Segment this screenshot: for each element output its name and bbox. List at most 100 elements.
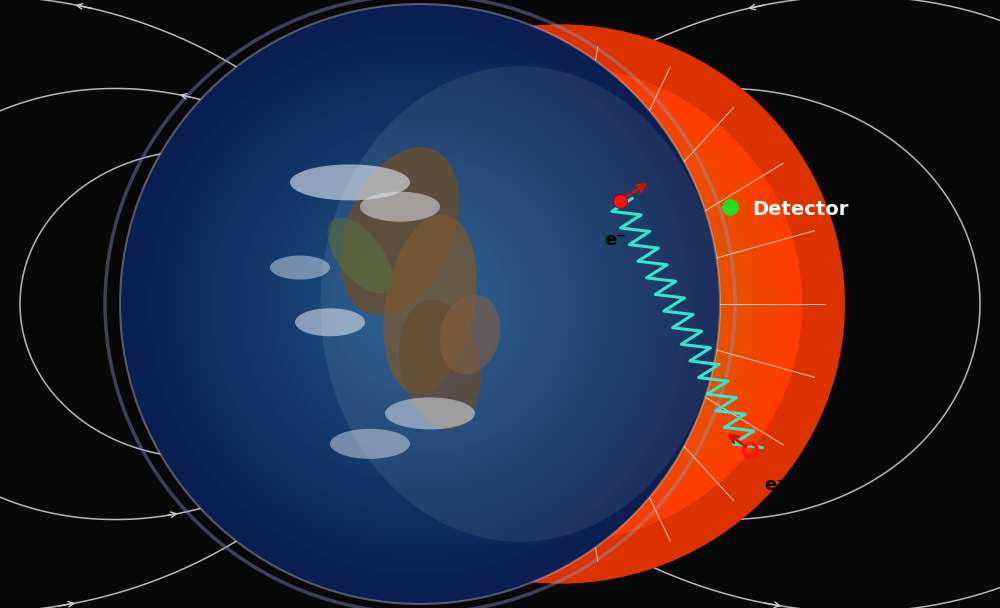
- Ellipse shape: [410, 157, 710, 451]
- Ellipse shape: [216, 100, 624, 508]
- Ellipse shape: [544, 287, 576, 321]
- Ellipse shape: [325, 74, 795, 535]
- Ellipse shape: [549, 293, 571, 315]
- Ellipse shape: [545, 289, 575, 319]
- Ellipse shape: [556, 300, 564, 308]
- Ellipse shape: [517, 262, 603, 346]
- Ellipse shape: [446, 192, 674, 416]
- Ellipse shape: [180, 64, 660, 544]
- Ellipse shape: [529, 272, 591, 336]
- Ellipse shape: [240, 124, 600, 484]
- Ellipse shape: [435, 182, 685, 426]
- Ellipse shape: [126, 10, 714, 598]
- Ellipse shape: [499, 244, 621, 364]
- Ellipse shape: [336, 84, 784, 524]
- Ellipse shape: [385, 133, 735, 475]
- Ellipse shape: [521, 266, 599, 342]
- Ellipse shape: [478, 219, 642, 389]
- Ellipse shape: [353, 101, 767, 507]
- Ellipse shape: [330, 429, 410, 459]
- Ellipse shape: [252, 136, 588, 472]
- Ellipse shape: [439, 185, 681, 423]
- Ellipse shape: [452, 193, 668, 415]
- Ellipse shape: [503, 246, 617, 362]
- Ellipse shape: [162, 46, 678, 562]
- Ellipse shape: [400, 147, 720, 461]
- Ellipse shape: [534, 278, 586, 330]
- Ellipse shape: [286, 35, 834, 573]
- Ellipse shape: [470, 212, 650, 396]
- Ellipse shape: [457, 202, 663, 406]
- Ellipse shape: [357, 105, 763, 503]
- Ellipse shape: [496, 241, 624, 367]
- Ellipse shape: [300, 184, 540, 424]
- Ellipse shape: [478, 224, 642, 384]
- Ellipse shape: [479, 221, 641, 387]
- Ellipse shape: [371, 119, 749, 489]
- Ellipse shape: [396, 280, 444, 328]
- Ellipse shape: [523, 266, 597, 342]
- Ellipse shape: [428, 174, 692, 434]
- Ellipse shape: [474, 216, 646, 392]
- Ellipse shape: [511, 254, 610, 354]
- Ellipse shape: [481, 223, 639, 385]
- Ellipse shape: [518, 261, 602, 347]
- Ellipse shape: [320, 66, 720, 542]
- Ellipse shape: [403, 150, 717, 458]
- Ellipse shape: [494, 237, 626, 371]
- Ellipse shape: [156, 40, 684, 568]
- Ellipse shape: [432, 178, 688, 430]
- Ellipse shape: [547, 291, 573, 317]
- Ellipse shape: [461, 203, 659, 406]
- Ellipse shape: [393, 140, 727, 468]
- Ellipse shape: [318, 66, 802, 542]
- Ellipse shape: [375, 122, 745, 486]
- Ellipse shape: [532, 276, 588, 332]
- Ellipse shape: [522, 264, 598, 344]
- Ellipse shape: [321, 70, 799, 538]
- Ellipse shape: [192, 76, 648, 532]
- Ellipse shape: [311, 60, 809, 549]
- Ellipse shape: [360, 108, 760, 500]
- Ellipse shape: [487, 229, 633, 379]
- Ellipse shape: [535, 280, 585, 328]
- Ellipse shape: [463, 205, 657, 403]
- Ellipse shape: [168, 52, 672, 556]
- Ellipse shape: [383, 214, 477, 394]
- Ellipse shape: [488, 231, 632, 377]
- Ellipse shape: [442, 188, 678, 420]
- Ellipse shape: [372, 256, 468, 352]
- Ellipse shape: [307, 56, 813, 552]
- Ellipse shape: [296, 46, 824, 563]
- Ellipse shape: [382, 130, 738, 479]
- Ellipse shape: [551, 295, 569, 313]
- Ellipse shape: [489, 234, 631, 374]
- Ellipse shape: [390, 274, 450, 334]
- Ellipse shape: [510, 255, 610, 353]
- Ellipse shape: [384, 268, 456, 340]
- Ellipse shape: [527, 270, 593, 338]
- Ellipse shape: [558, 302, 562, 306]
- Ellipse shape: [346, 94, 774, 514]
- Ellipse shape: [472, 214, 648, 394]
- Ellipse shape: [204, 88, 636, 520]
- Ellipse shape: [354, 238, 486, 370]
- Ellipse shape: [210, 94, 630, 514]
- Ellipse shape: [304, 52, 816, 556]
- Ellipse shape: [364, 112, 756, 496]
- Ellipse shape: [198, 82, 642, 526]
- Ellipse shape: [314, 63, 806, 545]
- Ellipse shape: [341, 147, 459, 315]
- Ellipse shape: [414, 298, 426, 310]
- Ellipse shape: [132, 16, 708, 592]
- Ellipse shape: [503, 248, 617, 360]
- Ellipse shape: [138, 22, 702, 586]
- Ellipse shape: [318, 202, 522, 406]
- Ellipse shape: [294, 178, 546, 430]
- Ellipse shape: [498, 240, 622, 368]
- Ellipse shape: [408, 292, 432, 316]
- Ellipse shape: [454, 195, 666, 413]
- Ellipse shape: [282, 32, 838, 576]
- Ellipse shape: [457, 199, 663, 409]
- Ellipse shape: [295, 308, 365, 336]
